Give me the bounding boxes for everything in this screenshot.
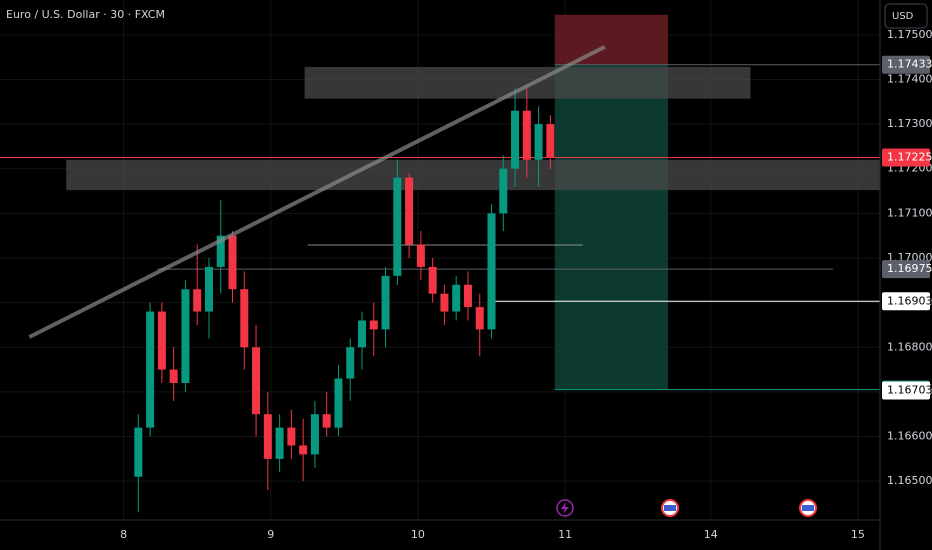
price-tag: [882, 260, 930, 279]
candle-body: [252, 347, 261, 415]
candle-body: [310, 414, 319, 455]
candle-body: [322, 414, 331, 428]
candle-body: [534, 124, 543, 160]
candle-body: [381, 275, 390, 330]
candle-body: [440, 293, 449, 312]
candle-body: [146, 311, 155, 428]
y-tick-label: 1.17100: [887, 206, 932, 219]
candle-body: [216, 235, 225, 267]
events: [556, 499, 817, 517]
candle-body: [358, 320, 367, 348]
price-tag: [882, 292, 930, 311]
price-tag-label: 1.16975: [887, 262, 932, 275]
currency-box[interactable]: [884, 3, 928, 29]
stop-zone: [554, 14, 669, 65]
candle-body: [334, 378, 343, 428]
candle-body: [228, 235, 237, 290]
x-tick-label: 15: [851, 528, 865, 541]
y-tick-label: 1.16500: [887, 474, 932, 487]
candle-body: [287, 427, 296, 446]
candle-body: [193, 289, 202, 312]
candle-body: [511, 110, 520, 169]
event-flag: [664, 505, 676, 511]
candle-body: [416, 244, 425, 267]
candle-body: [299, 445, 308, 455]
target-zone: [554, 64, 669, 390]
zone: [66, 159, 881, 191]
price-tag-label: 1.17433: [887, 58, 932, 71]
y-tick-label: 1.16600: [887, 430, 932, 443]
x-tick-label: 8: [120, 528, 127, 541]
candle-body: [134, 427, 143, 477]
candle-body: [240, 289, 249, 348]
candle-body: [522, 110, 531, 160]
candle-body: [463, 284, 472, 308]
candle-body: [263, 414, 272, 459]
candle-body: [157, 311, 166, 370]
trendline: [28, 45, 606, 339]
x-tick-label: 14: [704, 528, 718, 541]
y-tick-label: 1.16800: [887, 340, 932, 353]
candle-body: [499, 168, 508, 214]
y-tick-label: 1.17500: [887, 28, 932, 41]
y-tick-label: 1.17400: [887, 72, 932, 85]
price-tag-label: 1.16903: [887, 294, 932, 307]
x-tick-label: 9: [267, 528, 274, 541]
price-tag: [882, 148, 930, 167]
candle-body: [181, 289, 190, 383]
price-tag: [882, 381, 930, 400]
candle-body: [405, 177, 414, 245]
x-tick-label: 11: [558, 528, 572, 541]
price-tag-label: 1.17225: [887, 151, 932, 164]
candle-body: [475, 307, 484, 330]
candle-body: [546, 124, 555, 158]
candle-body: [452, 284, 461, 312]
price-tag-label: 1.16703: [887, 384, 932, 397]
currency: USD: [892, 11, 914, 22]
candle-body: [487, 213, 496, 330]
y-tick-label: 1.17300: [887, 117, 932, 130]
price-tag: [882, 55, 930, 74]
chart-title: Euro / U.S. Dollar · 30 · FXCM: [6, 8, 165, 21]
event-bolt: [561, 502, 569, 514]
candle-body: [393, 177, 402, 276]
candle-body: [275, 427, 284, 459]
event-flag: [802, 505, 814, 511]
axis-labels: 1.175001.174001.173001.172001.171001.170…: [120, 28, 932, 541]
candle-body: [204, 266, 213, 312]
candle-body: [428, 266, 437, 294]
plot: [0, 0, 881, 520]
zone: [304, 66, 751, 99]
x-tick-label: 10: [411, 528, 425, 541]
candle-body: [346, 347, 355, 379]
candle-body: [369, 320, 378, 330]
candle-body: [169, 369, 178, 383]
